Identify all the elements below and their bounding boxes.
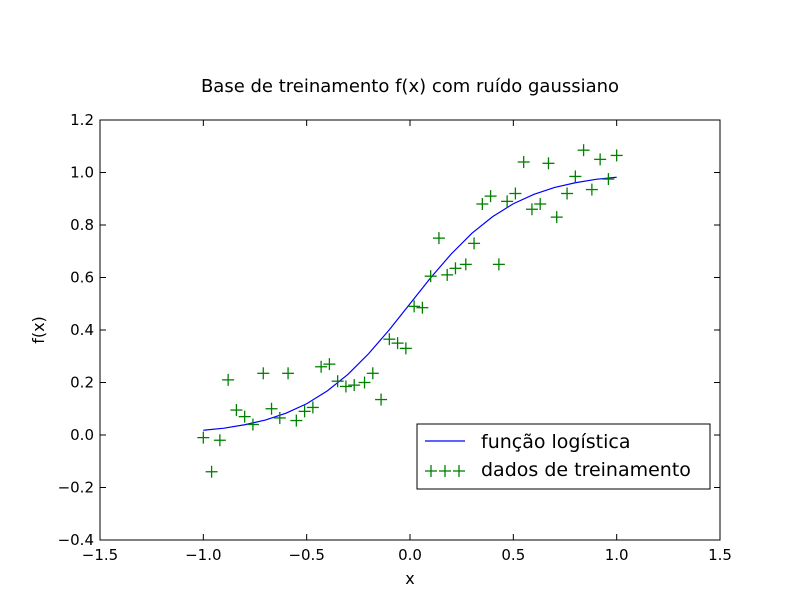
data-point [257,367,270,380]
y-tick-label: 1.0 [70,164,94,182]
data-point [594,153,607,166]
plot-content [197,144,623,478]
x-tick-label: 1.0 [605,546,629,564]
data-point [424,270,437,283]
data-point [348,379,361,392]
data-point [358,376,371,389]
data-point [290,414,303,427]
x-tick-label: −1.5 [82,546,118,564]
data-point [416,301,429,314]
data-point [602,173,615,186]
y-tick-label: −0.2 [58,479,94,497]
data-point [517,156,530,168]
legend: função logística dados de treinamento [416,423,711,490]
x-axis: −1.5 −1.0 −0.5 0.0 0.5 1.0 1.5 [82,120,732,564]
y-axis: −0.4 −0.2 0.0 0.2 0.4 0.6 0.8 1.0 1.2 [58,111,720,549]
data-point [298,405,311,418]
data-point [577,144,590,157]
data-point [484,190,497,203]
data-point [205,465,218,478]
data-point [449,262,462,275]
data-point [399,342,412,355]
data-point [408,300,421,313]
data-point [306,401,319,414]
x-tick-label: 0.0 [398,546,422,564]
x-tick-label: −0.5 [288,546,324,564]
data-point [197,431,210,444]
y-tick-label: 1.2 [70,111,94,129]
data-point [366,367,379,380]
x-tick-label: −1.0 [185,546,221,564]
data-point [230,404,243,417]
data-point [331,375,344,388]
legend-marker [439,465,451,477]
data-point [441,268,454,281]
data-point [585,183,598,196]
legend-marker-sample [425,465,465,477]
y-axis-label: f(x) [29,316,48,344]
data-point [534,198,547,210]
data-point [542,157,555,170]
y-tick-label: 0.6 [70,269,94,287]
data-point [459,258,472,271]
data-point [550,211,563,224]
data-point [383,333,396,346]
data-point [323,358,336,371]
data-point [282,367,295,380]
data-point [315,360,328,373]
data-point [525,203,538,216]
y-tick-label: 0.4 [70,321,94,339]
x-tick-label: 0.5 [501,546,525,564]
series-line-logistic [203,176,617,431]
legend-frame [416,423,711,490]
data-point [265,402,278,415]
data-point [273,411,286,424]
y-tick-label: 0.0 [70,426,94,444]
data-point [492,258,505,271]
legend-label-line: função logística [481,431,631,453]
data-point [432,232,445,245]
data-point [238,410,251,423]
chart-title: Base de treinamento f(x) com ruído gauss… [201,76,619,97]
legend-marker [425,465,437,477]
legend-marker [453,465,465,477]
data-point [509,187,522,200]
data-point [246,418,259,431]
data-point [339,380,352,393]
data-point [501,195,514,208]
data-point [569,170,582,183]
data-point [375,393,388,406]
x-axis-label: x [405,569,414,588]
legend-label-scatter: dados de treinamento [481,459,691,481]
data-point [468,237,481,250]
data-point [561,187,574,200]
data-point [476,198,489,210]
y-tick-label: −0.4 [58,531,94,549]
data-point [213,434,226,447]
data-point [222,373,235,386]
x-tick-label: 1.5 [708,546,732,564]
y-tick-label: 0.8 [70,216,94,234]
y-tick-label: 0.2 [70,374,94,392]
data-point [391,337,404,350]
data-point [610,149,623,162]
